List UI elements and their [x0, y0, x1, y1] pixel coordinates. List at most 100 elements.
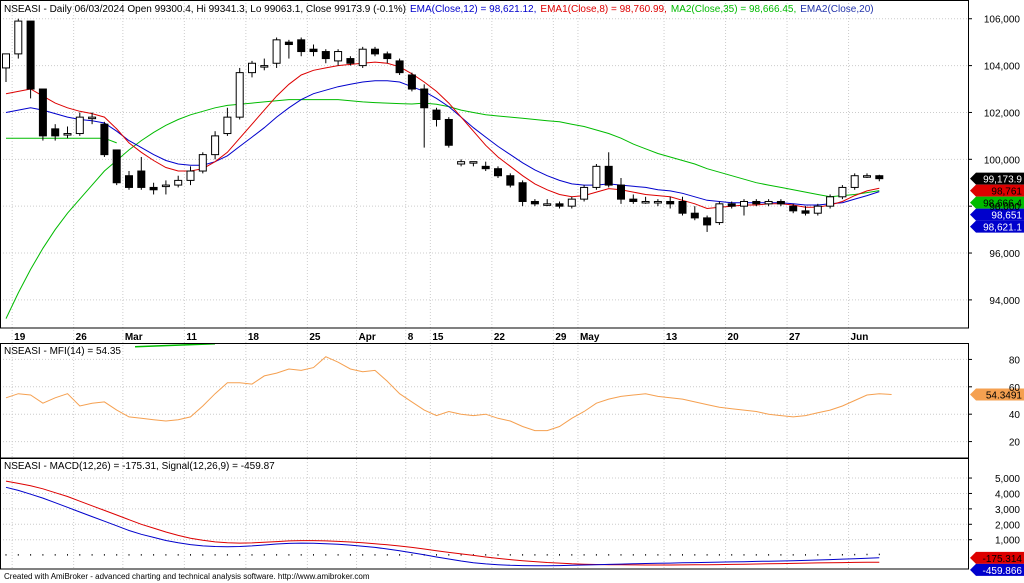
candle	[383, 51, 392, 64]
candle-body-down	[100, 123, 109, 156]
last-value-badge: 98,666.4	[970, 196, 1024, 210]
candle	[174, 175, 183, 188]
x-tick-label: 13	[666, 332, 678, 343]
candle-body-up	[580, 186, 589, 200]
last-value-text: -459.866	[983, 566, 1023, 577]
candle	[211, 131, 220, 160]
ma35-line	[424, 102, 880, 198]
candle	[715, 201, 724, 225]
mfi-frame	[0, 343, 969, 459]
last-value-tag	[970, 196, 1024, 209]
candle	[272, 37, 281, 68]
last-value-tag	[970, 220, 1024, 233]
macd-y-tick-label: 3,000	[995, 505, 1020, 516]
candle-body-up	[764, 200, 773, 205]
candle-body-up	[457, 161, 466, 165]
price-y-tick-label: 104,000	[984, 62, 1021, 73]
axis-labels: 19 26 Mar 11 18 25 Apr 8 15 22 29 May 13 20 27 Jun 94,00…	[14, 15, 1020, 547]
x-tick-label: 8	[408, 332, 414, 343]
candle	[51, 124, 60, 141]
candle-body-down	[801, 210, 810, 214]
candle-body-down	[776, 200, 785, 205]
price-y-tick-label: 96,000	[989, 249, 1020, 260]
candle-body-up	[235, 72, 244, 118]
candle-body-up	[715, 203, 724, 224]
candle	[444, 117, 453, 148]
candle-body-up	[358, 48, 367, 67]
candle-body-up	[592, 165, 601, 188]
mfi-y-tick-label: 80	[1009, 355, 1021, 366]
candle	[100, 121, 109, 157]
candle-body-down	[284, 41, 293, 46]
macd-y-tick-label: 5,000	[995, 474, 1020, 485]
candle-body-up	[223, 116, 232, 135]
mfi-legend-swatch	[134, 342, 216, 348]
x-tick-label: Apr	[359, 332, 376, 343]
candle	[137, 156, 146, 190]
candle	[826, 194, 835, 209]
candle-body-up	[260, 65, 269, 68]
price-y-tick-label: 100,000	[984, 155, 1021, 166]
candle	[75, 112, 84, 136]
candle-body-up	[63, 133, 72, 136]
price-frame	[0, 0, 969, 329]
candle	[63, 126, 72, 139]
price-y-tick-label: 102,000	[984, 108, 1021, 119]
last-value-badge: 98,651	[970, 208, 1024, 222]
candle-body-up	[850, 175, 859, 188]
candle-body-down	[383, 53, 392, 60]
candle-body-down	[371, 48, 379, 55]
x-tick-label: 25	[309, 332, 321, 343]
candle	[334, 49, 343, 66]
candle-body-up	[826, 196, 835, 207]
candle-body-up	[14, 20, 23, 55]
candle	[567, 196, 576, 209]
candle-body-down	[518, 182, 527, 202]
last-value-text: 98,666.4	[983, 199, 1022, 210]
macd-y-tick-label: 1,000	[995, 536, 1020, 547]
candle	[235, 67, 244, 120]
candle	[555, 201, 564, 209]
candle	[125, 171, 133, 190]
candle-body-down	[506, 175, 515, 186]
mfi-last-badge: 54.3491	[970, 388, 1024, 402]
candle	[371, 46, 379, 57]
candle-body-down	[752, 200, 761, 205]
last-value-text: 98,651	[991, 211, 1022, 222]
candle	[494, 166, 502, 179]
candle-body-up	[469, 161, 478, 164]
macd-y-tick-label: 4,000	[995, 489, 1020, 500]
candle-body-up	[75, 116, 84, 135]
x-tick-label: 18	[248, 332, 260, 343]
candle	[223, 107, 232, 136]
candle-body-up	[863, 175, 871, 178]
candle-body-down	[690, 212, 699, 219]
candle	[38, 88, 47, 141]
macd-pane[interactable]: -175.314-459.866	[5, 480, 1024, 577]
candle-body-up	[211, 135, 220, 156]
candle-body-down	[432, 109, 441, 120]
candle-body-down	[395, 60, 404, 74]
ma35-early-line	[6, 137, 117, 144]
ema8-line	[5, 61, 880, 210]
last-value-tag	[970, 388, 1024, 401]
candle-body-down	[617, 184, 625, 200]
candle	[776, 199, 785, 207]
x-tick-label: 15	[432, 332, 444, 343]
candle-body-down	[789, 205, 798, 212]
candle	[297, 37, 306, 57]
candle	[850, 173, 859, 190]
candle-body-up	[174, 179, 183, 186]
candle-body-up	[272, 39, 281, 64]
x-tick-label: 19	[14, 332, 26, 343]
mfi-pane[interactable]: 54.3491	[5, 342, 1024, 432]
candle-body-down	[407, 74, 416, 90]
candle	[407, 72, 416, 92]
x-tick-label: Jun	[851, 332, 869, 343]
candle	[629, 194, 638, 204]
candle	[186, 166, 195, 186]
candle	[260, 58, 269, 71]
last-value-text: 54.3491	[986, 391, 1023, 402]
candle	[752, 199, 761, 207]
